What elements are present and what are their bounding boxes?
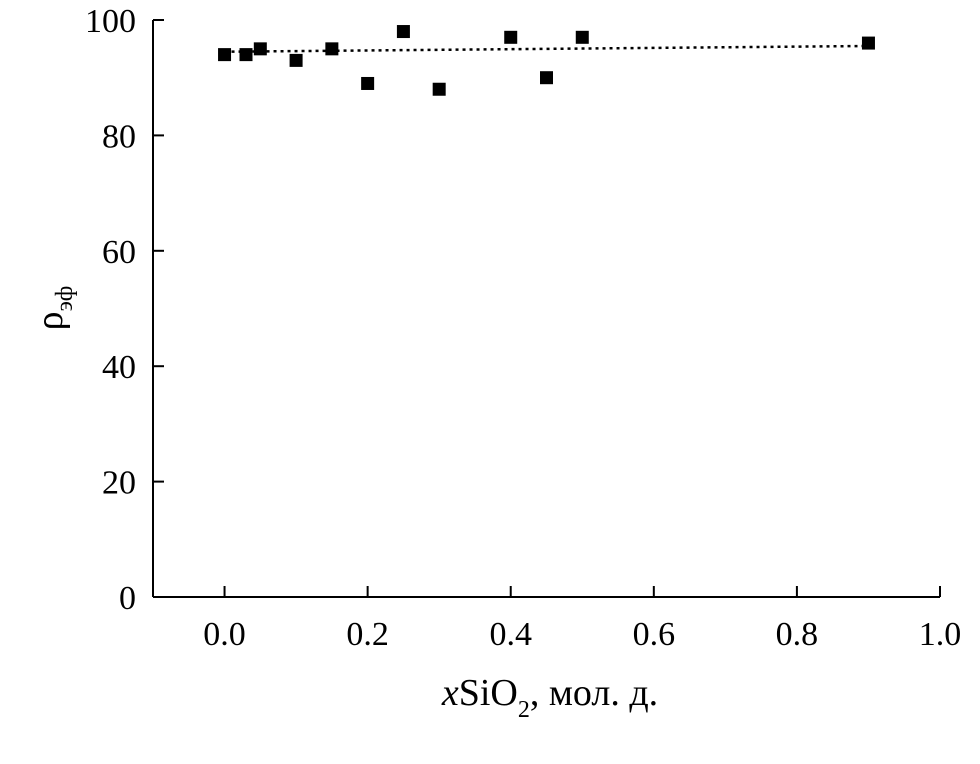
y-tick-label: 80 [102, 118, 136, 155]
y-axis-ticks: 0 20 40 60 80 100 [85, 3, 164, 617]
data-point [239, 48, 253, 62]
y-axis-title-subscript: эф [52, 286, 78, 312]
data-point [861, 36, 875, 50]
x-axis-title-variable: x [441, 672, 459, 714]
x-tick-label: 0.8 [776, 616, 819, 653]
data-point [504, 30, 518, 44]
x-tick-label: 0.0 [203, 616, 246, 653]
trendline [224, 44, 869, 53]
x-tick-label: 0.4 [489, 616, 532, 653]
data-point [575, 30, 589, 44]
data-point [218, 48, 232, 62]
data-point [253, 42, 267, 56]
x-axis-title-suffix: , мол. д. [530, 672, 658, 714]
data-point [540, 71, 553, 85]
x-tick-label: 0.6 [633, 616, 676, 653]
data-points [218, 25, 875, 96]
data-point [325, 42, 339, 56]
y-tick-label: 0 [119, 580, 136, 617]
y-axis-title-symbol: ρ [29, 311, 71, 330]
data-point [361, 76, 375, 90]
data-point [396, 25, 410, 39]
x-axis-title-subscript: 2 [518, 697, 530, 723]
x-tick-label: 0.2 [346, 616, 389, 653]
x-tick-label: 1.0 [919, 616, 962, 653]
plot-area: 0.0 0.2 0.4 0.6 0.8 1.0 0 20 40 60 80 100 [85, 3, 961, 653]
data-point [289, 53, 303, 67]
y-tick-label: 60 [102, 234, 136, 271]
x-axis-title: xSiO2, мол. д. [441, 672, 658, 723]
data-point [432, 82, 446, 96]
y-tick-label: 20 [102, 465, 136, 502]
x-axis-ticks: 0.0 0.2 0.4 0.6 0.8 1.0 [203, 586, 961, 653]
x-axis-title-main: SiO [459, 672, 518, 714]
y-axis-title: ρэф [29, 286, 78, 331]
y-tick-label: 40 [102, 349, 136, 386]
y-tick-label: 100 [85, 3, 136, 40]
